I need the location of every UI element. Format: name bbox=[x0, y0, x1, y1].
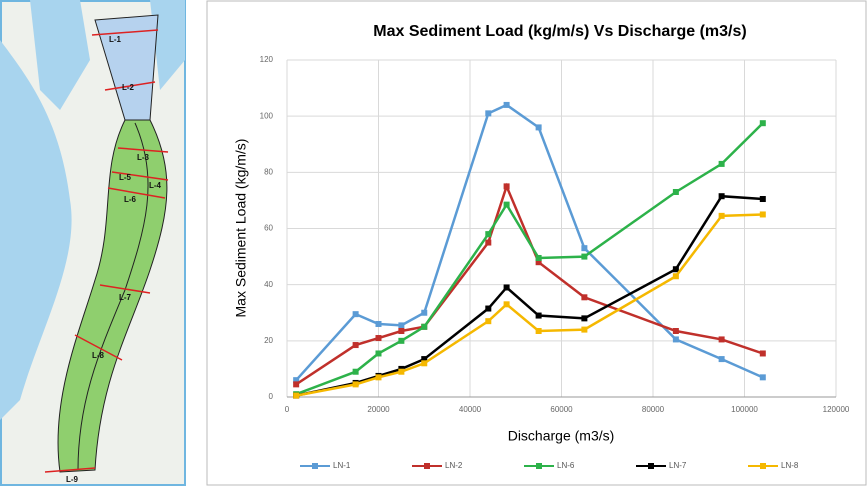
data-point bbox=[376, 350, 382, 356]
y-axis-label: Max Sediment Load (kg/m/s) bbox=[233, 139, 249, 318]
data-point bbox=[398, 338, 404, 344]
data-point bbox=[421, 360, 427, 366]
data-point bbox=[376, 321, 382, 327]
data-point bbox=[719, 336, 725, 342]
data-point bbox=[353, 369, 359, 375]
map-panel bbox=[0, 0, 185, 485]
data-point bbox=[673, 336, 679, 342]
data-point bbox=[421, 310, 427, 316]
x-tick-label: 80000 bbox=[642, 405, 665, 414]
page: Max Sediment Load (kg/m/s) Vs Discharge … bbox=[0, 0, 868, 487]
data-point bbox=[398, 322, 404, 328]
y-tick-label: 120 bbox=[260, 55, 274, 64]
data-point bbox=[353, 342, 359, 348]
legend-label: LN-6 bbox=[557, 461, 575, 470]
data-point bbox=[504, 301, 510, 307]
data-point bbox=[504, 284, 510, 290]
data-point bbox=[536, 328, 542, 334]
data-point bbox=[581, 315, 587, 321]
data-point bbox=[719, 161, 725, 167]
legend-label: LN-2 bbox=[445, 461, 463, 470]
data-point bbox=[504, 183, 510, 189]
y-tick-label: 0 bbox=[269, 392, 274, 401]
data-point bbox=[581, 294, 587, 300]
data-point bbox=[760, 350, 766, 356]
legend-label: LN-1 bbox=[333, 461, 351, 470]
y-tick-label: 60 bbox=[264, 224, 273, 233]
data-point bbox=[485, 240, 491, 246]
data-point bbox=[485, 231, 491, 237]
map-label: L-7 bbox=[119, 293, 132, 302]
data-point bbox=[581, 327, 587, 333]
y-tick-label: 40 bbox=[264, 280, 273, 289]
data-point bbox=[719, 213, 725, 219]
data-point bbox=[398, 369, 404, 375]
map-label: L-6 bbox=[124, 195, 137, 204]
data-point bbox=[504, 202, 510, 208]
data-point bbox=[673, 189, 679, 195]
legend-marker bbox=[760, 463, 766, 469]
data-point bbox=[536, 124, 542, 130]
map-label: L-9 bbox=[66, 475, 79, 484]
data-point bbox=[421, 324, 427, 330]
y-tick-label: 100 bbox=[260, 111, 274, 120]
data-point bbox=[760, 374, 766, 380]
data-point bbox=[376, 335, 382, 341]
chart-title: Max Sediment Load (kg/m/s) Vs Discharge … bbox=[373, 23, 746, 40]
x-tick-label: 40000 bbox=[459, 405, 482, 414]
data-point bbox=[376, 374, 382, 380]
legend-marker bbox=[312, 463, 318, 469]
map-label: L-5 bbox=[119, 173, 132, 182]
map-label: L-2 bbox=[122, 83, 135, 92]
data-point bbox=[673, 273, 679, 279]
map-label: L-3 bbox=[137, 153, 150, 162]
chart-frame bbox=[207, 1, 866, 485]
data-point bbox=[719, 193, 725, 199]
data-point bbox=[485, 110, 491, 116]
y-tick-label: 80 bbox=[264, 167, 273, 176]
x-axis-label: Discharge (m3/s) bbox=[508, 428, 615, 444]
data-point bbox=[760, 120, 766, 126]
data-point bbox=[581, 245, 587, 251]
data-point bbox=[293, 393, 299, 399]
x-tick-label: 120000 bbox=[823, 405, 850, 414]
data-point bbox=[673, 266, 679, 272]
legend-marker bbox=[648, 463, 654, 469]
data-point bbox=[485, 318, 491, 324]
x-tick-label: 20000 bbox=[367, 405, 390, 414]
legend-label: LN-7 bbox=[669, 461, 687, 470]
data-point bbox=[581, 254, 587, 260]
x-tick-label: 100000 bbox=[731, 405, 758, 414]
data-point bbox=[536, 255, 542, 261]
y-tick-label: 20 bbox=[264, 336, 273, 345]
data-point bbox=[353, 311, 359, 317]
data-point bbox=[398, 328, 404, 334]
data-point bbox=[353, 381, 359, 387]
data-point bbox=[504, 102, 510, 108]
legend-marker bbox=[536, 463, 542, 469]
x-tick-label: 60000 bbox=[550, 405, 573, 414]
legend-label: LN-8 bbox=[781, 461, 799, 470]
data-point bbox=[673, 328, 679, 334]
map-label: L-8 bbox=[92, 351, 105, 360]
data-point bbox=[536, 313, 542, 319]
data-point bbox=[760, 211, 766, 217]
map-label: L-4 bbox=[149, 181, 162, 190]
legend-marker bbox=[424, 463, 430, 469]
figure: Max Sediment Load (kg/m/s) Vs Discharge … bbox=[0, 0, 868, 487]
data-point bbox=[719, 356, 725, 362]
data-point bbox=[485, 306, 491, 312]
x-tick-label: 0 bbox=[285, 405, 290, 414]
data-point bbox=[293, 381, 299, 387]
data-point bbox=[760, 196, 766, 202]
map-label: L-1 bbox=[109, 35, 122, 44]
